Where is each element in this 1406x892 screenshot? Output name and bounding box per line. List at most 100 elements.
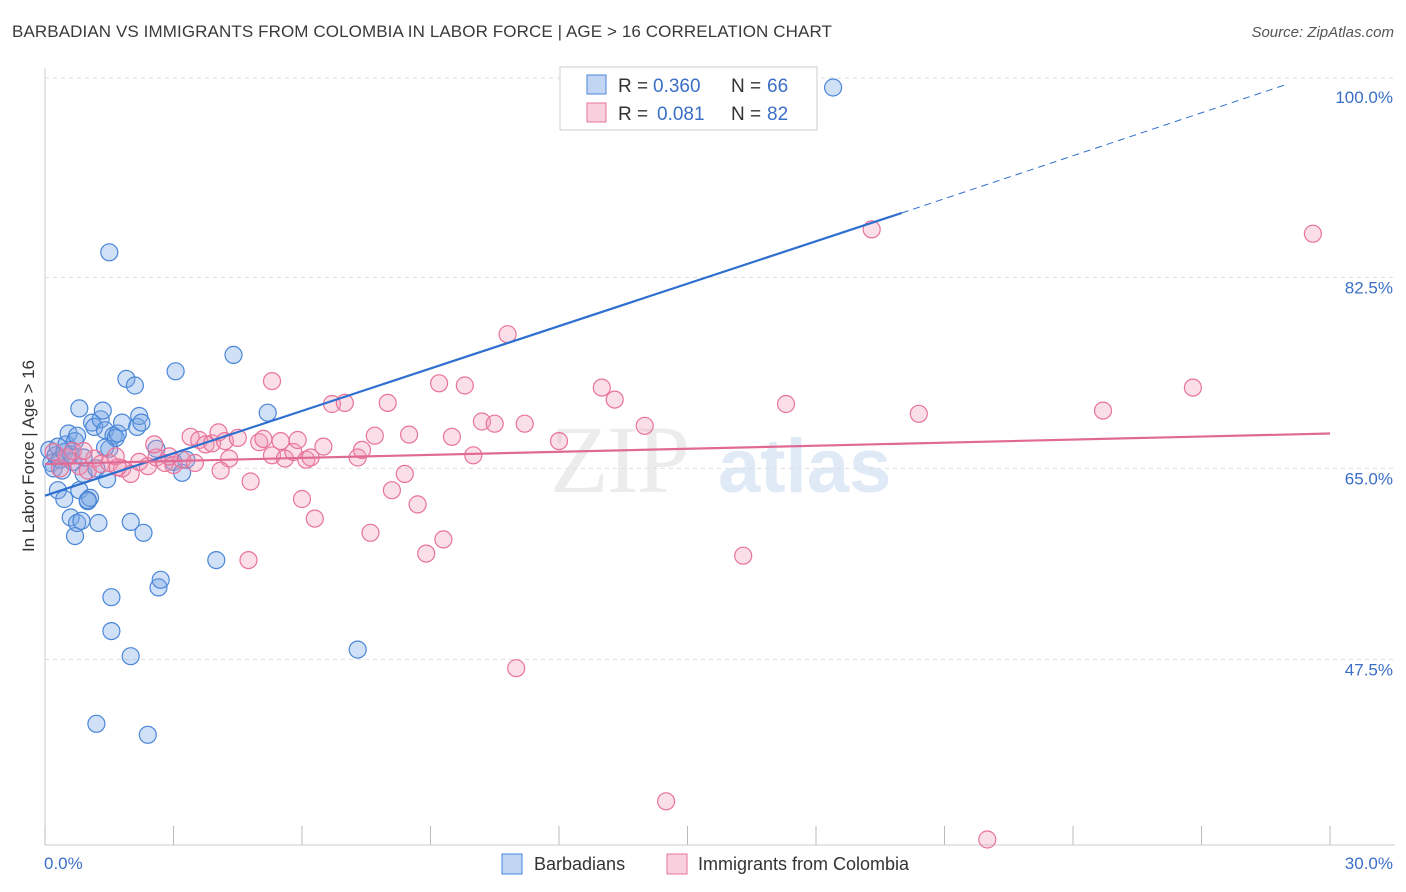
colombia-point-74 [185,453,204,473]
barbadians-point-37 [112,413,132,432]
colombia-point-55 [549,432,569,451]
colombia-point-45 [408,495,427,514]
legend-n-value-1: 82 [767,104,788,125]
colombia-point-50 [464,446,483,465]
barbadians-trend-extension [901,83,1288,214]
barbadians-point-21 [72,511,91,530]
barbadians-point-55 [166,362,185,381]
colombia-point-33 [292,489,312,509]
barbadians-point-60 [258,403,277,422]
y-tick-label-2: 82.5% [1345,278,1393,297]
barbadians-point-36 [108,424,127,443]
y-tick-label-0: 47.5% [1345,660,1393,679]
colombia-point-60 [734,546,753,565]
colombia-point-78 [288,430,307,450]
legend-swatch-colombia [586,102,607,123]
barbadians-point-42 [130,406,149,426]
y-tick-labels: 47.5% 65.0% 82.5% 100.0% [1335,88,1393,679]
barbadians-point-40 [125,376,144,395]
colombia-point-47 [434,530,453,549]
barbadians-point-24 [80,488,100,507]
barbadians-point-46 [102,588,121,607]
colombia-point-36 [314,437,333,456]
colombia-point-2 [57,448,76,467]
colombia-point-73 [145,435,164,454]
barbadians-point-48 [121,647,140,666]
colombia-point-59 [656,792,676,811]
barbadians-point-39 [121,512,140,532]
colombia-point-52 [485,414,504,433]
colombia-point-49 [455,376,474,395]
barbadians-point-63 [78,491,97,510]
barbadians-point-45 [100,243,119,262]
x-tick-label-max: 30.0% [1345,854,1393,873]
stats-legend: R = 0.360 N = 66 R = 0.081 N = 82 [559,66,818,131]
colombia-point-81 [74,441,93,461]
colombia-point-43 [395,464,414,483]
source-credit: Source: ZipAtlas.com [1251,24,1394,41]
colombia-point-66 [1183,378,1203,397]
colombia-point-44 [400,425,419,444]
bottom-legend-swatch-barbadians [501,853,523,875]
series-legend: Barbadians Immigrants from Colombia [501,853,910,875]
barbadians-point-26 [85,417,104,436]
barbadians-point-14 [70,399,89,418]
svg-text:atlas: atlas [718,424,891,509]
barbadians-point-16 [55,489,74,509]
svg-text:ZIP: ZIP [550,406,688,513]
colombia-point-46 [417,544,436,563]
colombia-point-26 [241,472,260,491]
colombia-point-76 [305,509,324,528]
legend-swatch-barbadians [586,74,607,95]
barbadians-point-51 [149,578,168,597]
bottom-legend-label-colombia: Immigrants from Colombia [698,854,910,874]
barbadians-point-43 [132,413,151,432]
chart-title: BARBADIAN VS IMMIGRANTS FROM COLOMBIA IN… [12,22,833,41]
bottom-legend-label-barbadians: Barbadians [534,854,625,874]
barbadians-point-50 [138,725,157,744]
barbadians-point-18 [65,526,85,546]
colombia-point-80 [378,393,397,412]
colombia-point-40 [352,440,372,459]
legend-r-label-1: R = [618,104,648,125]
colombia-point-61 [776,394,796,414]
y-tick-label-3: 100.0% [1335,88,1393,107]
barbadians-point-52 [151,570,170,589]
colombia-point-3 [63,441,82,461]
watermark: ZIP atlas [550,406,891,513]
barbadians-point-59 [224,345,243,364]
colombia-point-56 [592,378,611,397]
colombia-trend-line [44,432,1331,466]
colombia-point-79 [365,426,384,445]
x-tick-label-min: 0.0% [44,854,83,873]
legend-n-value-0: 66 [767,76,788,97]
legend-r-value-0: 0.360 [653,76,701,97]
y-tick-label-1: 65.0% [1345,469,1393,488]
barbadians-point-62 [823,78,843,97]
colombia-point-48 [442,427,461,446]
colombia-point-64 [978,830,997,849]
colombia-point-28 [254,429,273,448]
colombia-point-42 [382,481,401,500]
colombia-point-68 [430,374,449,393]
x-tick-labels: 0.0% 30.0% [44,854,1393,873]
barbadians-point-44 [134,523,153,542]
barbadians-point-28 [89,513,108,533]
colombia-point-69 [507,659,526,678]
series-barbadians-points [40,78,843,744]
trend-lines [44,83,1331,497]
colombia-point-63 [909,404,928,423]
colombia-point-58 [635,416,654,435]
legend-n-label-1: N = [731,104,761,125]
bottom-legend-swatch-colombia [666,853,688,875]
colombia-point-70 [262,372,282,391]
colombia-point-41 [361,523,380,542]
barbadians-point-47 [102,621,121,641]
axes [44,68,1395,846]
legend-n-label-0: N = [731,76,761,97]
colombia-point-67 [1303,224,1323,243]
barbadians-point-30 [93,401,112,420]
colombia-point-65 [1093,401,1113,420]
colombia-point-57 [605,390,624,409]
